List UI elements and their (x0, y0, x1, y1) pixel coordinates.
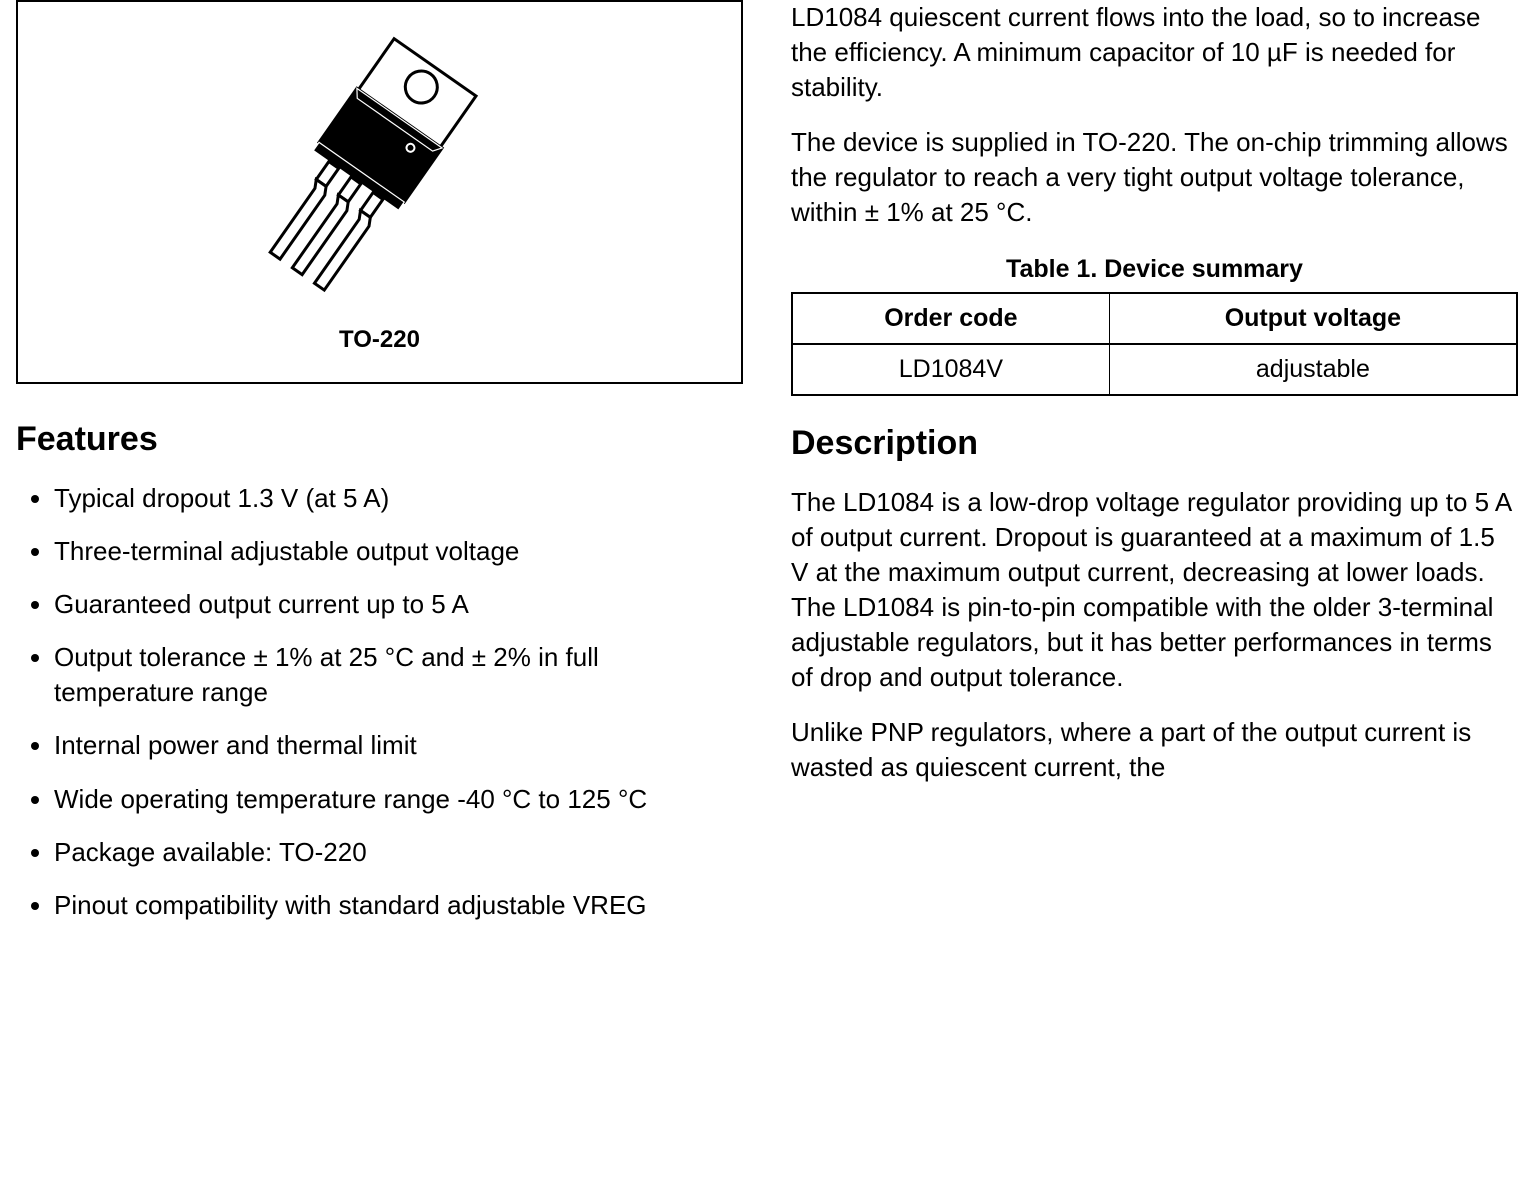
intro-paragraph: LD1084 quiescent current flows into the … (791, 0, 1518, 105)
table-header-cell: Output voltage (1109, 293, 1517, 344)
package-label: TO-220 (42, 326, 717, 354)
feature-item: Guaranteed output current up to 5 A (54, 587, 743, 622)
description-heading: Description (791, 424, 1518, 463)
features-list: Typical dropout 1.3 V (at 5 A) Three-ter… (16, 481, 743, 923)
intro-paragraph: The device is supplied in TO-220. The on… (791, 125, 1518, 230)
feature-item: Pinout compatibility with standard adjus… (54, 888, 743, 923)
feature-item: Package available: TO-220 (54, 835, 743, 870)
table-cell: LD1084V (792, 344, 1109, 395)
to220-icon (250, 26, 510, 316)
device-summary-table: Order code Output voltage LD1084V adjust… (791, 292, 1518, 396)
package-figure: TO-220 (16, 0, 743, 384)
table-caption: Table 1. Device summary (791, 255, 1518, 284)
table-header-cell: Order code (792, 293, 1109, 344)
table-cell: adjustable (1109, 344, 1517, 395)
feature-item: Output tolerance ± 1% at 25 °C and ± 2% … (54, 640, 743, 710)
feature-item: Three-terminal adjustable output voltage (54, 534, 743, 569)
feature-item: Wide operating temperature range -40 °C … (54, 782, 743, 817)
feature-item: Internal power and thermal limit (54, 728, 743, 763)
description-paragraph: The LD1084 is a low-drop voltage regulat… (791, 485, 1518, 696)
table-row: LD1084V adjustable (792, 344, 1517, 395)
features-heading: Features (16, 420, 743, 459)
feature-item: Typical dropout 1.3 V (at 5 A) (54, 481, 743, 516)
table-header-row: Order code Output voltage (792, 293, 1517, 344)
description-paragraph: Unlike PNP regulators, where a part of t… (791, 715, 1518, 785)
